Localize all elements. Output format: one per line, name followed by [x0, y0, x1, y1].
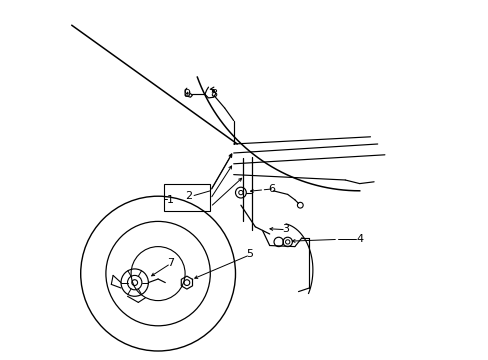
Text: 7: 7 — [167, 258, 174, 268]
Text: 4: 4 — [355, 234, 363, 244]
Text: 1: 1 — [167, 195, 174, 205]
Text: 3: 3 — [282, 224, 289, 234]
Text: 6: 6 — [267, 184, 274, 194]
Text: 2: 2 — [185, 191, 192, 201]
Text: 5: 5 — [246, 249, 253, 259]
Text: 8: 8 — [210, 89, 217, 99]
Text: 9: 9 — [183, 89, 190, 99]
Bar — [163, 184, 210, 211]
